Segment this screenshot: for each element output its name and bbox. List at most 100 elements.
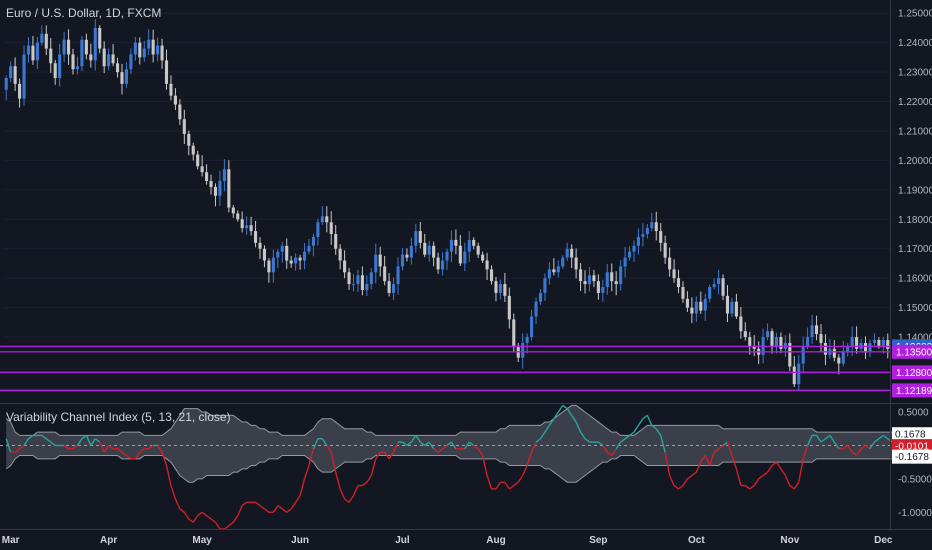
candle-body	[253, 231, 258, 243]
vci-segment	[286, 508, 292, 513]
candle-body	[797, 363, 801, 385]
vci-segment	[646, 415, 653, 426]
vci-channel	[0, 404, 902, 483]
candle-body	[343, 260, 347, 273]
candle-body	[743, 331, 747, 338]
candle-body	[467, 239, 471, 252]
vci-segment	[633, 425, 640, 433]
candle-body	[89, 54, 93, 61]
vci-segment	[709, 451, 715, 466]
vci-lower-band	[5, 454, 902, 483]
candle-body	[392, 284, 396, 293]
vci-segment	[722, 441, 728, 447]
candle-body	[512, 319, 516, 346]
time-tick-label: Jul	[395, 535, 410, 546]
candle-body	[80, 39, 84, 67]
candle-body	[35, 42, 39, 61]
candle-body	[432, 245, 436, 258]
vci-channel-fill	[6, 405, 902, 483]
candle-body	[819, 334, 823, 343]
vci-segment	[695, 461, 702, 473]
vci-segment	[437, 448, 443, 453]
candle-body	[347, 272, 351, 285]
candle-body	[770, 331, 774, 346]
vci-segment	[179, 508, 185, 513]
candle-body	[102, 48, 106, 67]
candle-body	[712, 284, 716, 288]
candle-body	[320, 216, 324, 223]
candle-body	[191, 145, 195, 155]
candle-body	[258, 242, 262, 249]
candle-body	[307, 245, 311, 252]
vci-segment	[165, 465, 172, 486]
indicator-tick-label: -0.5000	[898, 474, 932, 485]
candle-body	[668, 257, 672, 270]
candle-body	[752, 345, 756, 349]
time-tick-label: Aug	[486, 535, 505, 546]
candle-body	[276, 251, 280, 258]
vci-segment	[508, 484, 515, 490]
vci-segment	[597, 441, 604, 447]
candle-body	[329, 222, 333, 235]
vci-segment	[802, 445, 809, 460]
candle-body	[623, 257, 627, 267]
candle-body	[521, 342, 525, 358]
candle-body	[855, 337, 859, 349]
horizontal-levels[interactable]	[0, 345, 890, 392]
vci-segment	[629, 431, 635, 436]
candle-body	[213, 186, 218, 196]
indicator-tick-label: -1.0000	[898, 508, 932, 519]
vci-segment	[668, 475, 675, 486]
candle-body	[792, 366, 796, 385]
candle-body	[378, 254, 382, 267]
vci-segment	[718, 444, 724, 450]
vci-segment	[157, 445, 163, 453]
vci-segment	[303, 465, 310, 480]
candle-body	[587, 275, 592, 285]
candle-body	[574, 257, 578, 270]
candle-body	[196, 154, 200, 167]
vci-segment	[312, 438, 319, 450]
vci-segment	[388, 451, 395, 460]
candle-body	[717, 278, 721, 285]
candle-body	[298, 257, 302, 261]
vci-segment	[571, 414, 577, 423]
candle-body	[280, 245, 284, 252]
candle-body	[111, 54, 115, 64]
vci-segment	[192, 515, 199, 523]
vci-segment	[344, 498, 350, 503]
vci-segment	[766, 465, 773, 473]
price-tick-label: 1.14000	[898, 333, 932, 344]
candle-body	[503, 284, 507, 296]
price-tick-label: 1.18000	[898, 215, 932, 226]
vci-segment	[793, 481, 800, 490]
candle-body	[374, 254, 378, 273]
time-tick-label: Dec	[874, 535, 893, 546]
candle-body	[396, 266, 400, 285]
indicator-tick-label: 0.5000	[898, 408, 929, 419]
candle-body	[205, 172, 209, 182]
vci-segment	[878, 434, 884, 440]
candle-body	[294, 257, 298, 264]
candle-body	[481, 254, 485, 261]
candle-body	[806, 337, 810, 346]
candle-body	[605, 272, 609, 288]
candle-body	[9, 66, 13, 79]
vci-segment	[76, 438, 83, 446]
level-price-label: 1.12800	[896, 368, 932, 379]
vci-segment	[735, 468, 742, 486]
candle-body	[832, 348, 836, 358]
candle-body	[708, 287, 712, 299]
vci-segment	[197, 511, 203, 517]
candle-body	[436, 257, 440, 270]
candle-body	[561, 257, 565, 267]
candle-body	[427, 245, 431, 255]
vci-segment	[361, 481, 368, 487]
candle-body	[187, 133, 191, 146]
candlestick-series	[4, 19, 890, 391]
candle-body	[218, 181, 222, 196]
vci-segment	[784, 475, 791, 486]
vci-segment	[651, 424, 657, 430]
vci-segment	[749, 484, 755, 490]
